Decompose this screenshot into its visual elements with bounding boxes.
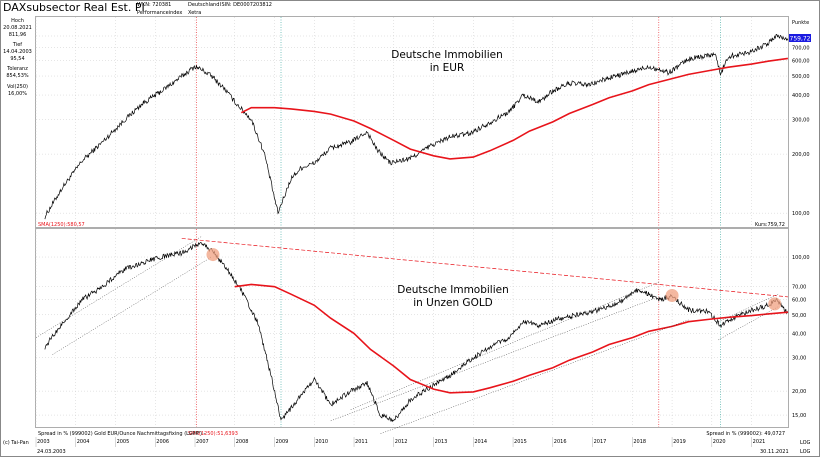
x-tick-label: 2017 <box>594 439 607 445</box>
y-tick-label: 40,00 <box>792 331 806 337</box>
stat-high: Hoch 20.08.2021 811,96 <box>1 18 34 39</box>
y-tick-label: 200,00 <box>792 152 810 158</box>
y-tick-label: 20,00 <box>792 389 806 395</box>
x-tick-label: 2020 <box>713 439 726 445</box>
x-tick-label: 2012 <box>395 439 408 445</box>
y-tick-label: 300,00 <box>792 118 810 124</box>
spread-label: Spread in % (999002) Gold EUR/Ounce Nach… <box>38 431 206 437</box>
grid-layer <box>35 17 788 427</box>
x-tick-label: 2005 <box>117 439 130 445</box>
footer-copyright: (c) Tai-Pan <box>3 440 29 446</box>
panel-title-line: Deutsche Immobilien <box>397 284 509 296</box>
stat-low: Tief 14.04.2003 95,54 <box>1 42 34 63</box>
header-info-1: WKN: 720381 Performanceindex <box>137 1 182 17</box>
trend-channel-line <box>330 296 659 422</box>
info-isin: ISIN: DE0007203812 <box>220 2 272 8</box>
sma-line-eur <box>240 57 789 160</box>
header-info-2: Deutschland Xetra <box>188 1 219 17</box>
y-tick-label: 600,00 <box>792 59 810 65</box>
panel-title-line: in EUR <box>430 62 465 74</box>
y-tick-label: 70,00 <box>792 285 806 291</box>
series-layer <box>35 34 789 434</box>
header-right-label: Punkte <box>792 20 810 26</box>
highlight-circle <box>768 297 782 311</box>
y-tick-label: 400,00 <box>792 93 810 99</box>
stat-low-date: 14.04.2003 <box>3 49 32 55</box>
x-tick-label: 2004 <box>77 439 90 445</box>
info-wkn: WKN: 720381 <box>137 2 172 8</box>
y-tick-label: 30,00 <box>792 355 806 361</box>
info-type: Performanceindex <box>137 10 183 16</box>
stat-high-value: 811,96 <box>8 32 27 38</box>
sma-line-gold <box>234 283 788 394</box>
x-tick-label: 2007 <box>196 439 209 445</box>
last-value-text: 759,72 <box>790 36 811 43</box>
stat-volatility-value: 16,00% <box>7 91 28 97</box>
stat-high-date: 20.08.2021 <box>3 25 32 31</box>
resistance-line <box>181 238 788 298</box>
x-tick-label: 2018 <box>633 439 646 445</box>
lower-plot-frame <box>35 228 789 428</box>
trend-channel-line <box>52 256 212 355</box>
stat-volatility-label: Vol(250) <box>7 84 28 90</box>
info-country: Deutschland <box>188 2 220 8</box>
y-tick-label: 15,00 <box>792 413 806 419</box>
x-tick-label: 2016 <box>554 439 567 445</box>
x-tick-label: 2011 <box>355 439 368 445</box>
x-tick-label: 2015 <box>514 439 527 445</box>
footer-date-end: 30.11.2021 <box>760 449 789 455</box>
last-value-badge <box>789 34 811 42</box>
y-tick-label: 100,00 <box>792 255 810 261</box>
label-layer: 100,00 200,00 300,00 400,00 500,00 600,00 700,… <box>35 34 811 447</box>
x-tick-label: 2006 <box>156 439 169 445</box>
y-tick-label: 700,00 <box>792 45 810 51</box>
stat-tolerance-label: Toleranz <box>7 66 28 72</box>
info-exchange: Xetra <box>188 10 202 16</box>
spread-right-label: Spread in % (999002): 49,0727 <box>706 431 785 437</box>
x-tick-label: 2014 <box>474 439 487 445</box>
panel-title-line: Deutsche Immobilien <box>391 49 503 61</box>
stat-tolerance: Toleranz 854,53% <box>1 66 34 80</box>
price-line-gold <box>44 241 789 423</box>
chart-title: DAXsubsector Real Est. PI <box>3 1 145 14</box>
x-tick-label: 2010 <box>315 439 328 445</box>
footer-log-1: LOG <box>800 440 811 446</box>
x-tick-label: 2009 <box>276 439 289 445</box>
stat-volatility: Vol(250) 16,00% <box>1 84 34 98</box>
sma-label: SMA(1250):51,6393 <box>188 431 238 437</box>
trend-channel-line <box>718 293 779 322</box>
panel-title-line: in Unzen GOLD <box>413 297 493 309</box>
header-info-3: ISIN: DE0007203812 <box>220 1 272 9</box>
footer-log-2: LOG <box>800 449 811 455</box>
stat-high-label: Hoch <box>11 18 24 24</box>
kurs-label: Kurs:759,72 <box>755 222 785 228</box>
y-tick-label: 50,00 <box>792 313 806 319</box>
x-tick-label: 2003 <box>37 439 50 445</box>
x-tick-label: 2019 <box>673 439 686 445</box>
x-tick-label: 2021 <box>753 439 766 445</box>
y-tick-label: 100,00 <box>792 211 810 217</box>
sma-label: SMA(1250):580,57 <box>38 222 85 228</box>
x-tick-label: 2008 <box>236 439 249 445</box>
stat-low-label: Tief <box>12 42 23 48</box>
trend-channel-line <box>350 281 659 410</box>
stat-low-value: 95,54 <box>10 56 25 62</box>
footer-date-start: 24.03.2003 <box>37 449 66 455</box>
stat-tolerance-value: 854,53% <box>6 73 29 79</box>
price-line-eur <box>44 34 789 220</box>
y-tick-label: 500,00 <box>792 74 810 80</box>
upper-plot-frame <box>35 16 789 228</box>
x-tick-label: 2013 <box>435 439 448 445</box>
highlight-circle <box>665 289 679 303</box>
y-tick-label: 60,00 <box>792 298 806 304</box>
highlight-circle <box>206 248 220 262</box>
